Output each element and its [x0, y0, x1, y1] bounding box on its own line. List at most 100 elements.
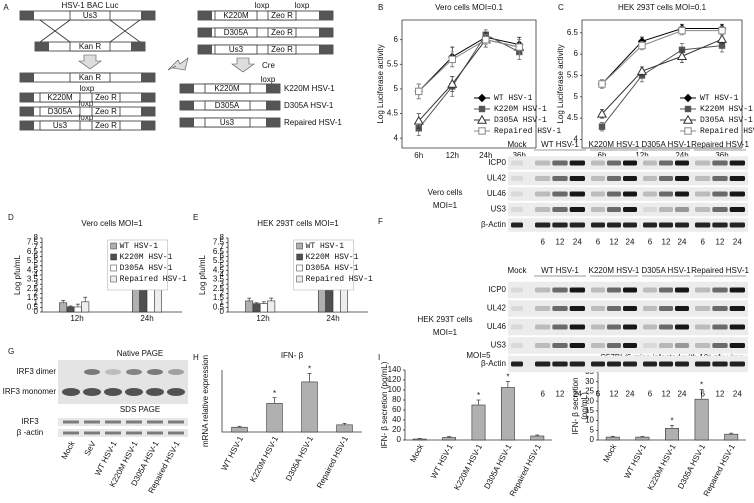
- gene-box: [204, 117, 251, 128]
- blot-band: [695, 176, 711, 181]
- blot-band: [695, 222, 711, 228]
- x-tick-label: 12h: [70, 314, 83, 323]
- y-tick-label: 7: [220, 242, 225, 251]
- y-tick-label: 140: [388, 365, 402, 374]
- x-tick-label: 6h: [414, 151, 423, 160]
- blot-band: [535, 287, 551, 293]
- legend-label: WT HSV-1: [494, 94, 533, 103]
- blot-band: [675, 324, 689, 330]
- lane-group-label: Repaired HSV-1: [691, 266, 749, 275]
- sds-strip: [58, 418, 188, 426]
- legend-label: K220M HSV-1: [306, 253, 359, 262]
- gene-label: K220M: [223, 11, 249, 20]
- x-tick-label: Repaired HSV-1: [315, 434, 350, 490]
- blot-band: [659, 324, 673, 330]
- series-line: [601, 28, 722, 85]
- y-tick-label: 0.5: [213, 302, 225, 311]
- x-tick-label: K220M HSV-1: [248, 434, 280, 483]
- y-axis-label: (pg/mL): [580, 392, 589, 420]
- y-tick-label: 5.5: [213, 256, 225, 265]
- blot-band: [607, 222, 621, 228]
- blot-row-label: US3: [490, 341, 506, 350]
- bar: [81, 301, 90, 313]
- blot-band: [569, 222, 585, 228]
- gene-box: [267, 10, 297, 21]
- legend-box: [293, 239, 354, 291]
- panel-label: G: [8, 347, 14, 356]
- x-tick-label: K220M HSV-1: [452, 442, 484, 491]
- genome-end: [35, 42, 49, 51]
- data-point: [682, 114, 694, 124]
- blot-band: [712, 160, 728, 166]
- y-tick-label: 6: [220, 252, 225, 261]
- data-point: [478, 127, 486, 135]
- x-tick-label: Repaired HSV-1: [508, 442, 543, 498]
- blot-band: [643, 324, 657, 330]
- blot-band: [643, 191, 657, 197]
- legend-swatch: [296, 242, 303, 250]
- gel-band: [84, 431, 100, 435]
- blot-band: [535, 191, 551, 197]
- gene-box: [69, 72, 111, 83]
- data-point: [678, 26, 686, 35]
- blot-band: [729, 222, 745, 228]
- blot-band: [729, 306, 745, 311]
- lane-group-label: D305A HSV-1: [641, 140, 691, 149]
- panel-label: E: [193, 213, 198, 222]
- blot-row-label: UL42: [487, 304, 507, 313]
- bar: [266, 403, 283, 433]
- y-tick-label: 80: [392, 395, 401, 404]
- panel-label: B: [378, 3, 383, 12]
- data-point: [478, 105, 486, 113]
- blot-row-label: ICP0: [488, 285, 506, 294]
- blot-band: [607, 191, 621, 197]
- hour-label: 12: [556, 238, 565, 247]
- y-tick-label: 5: [394, 84, 399, 93]
- gel-band: [147, 420, 163, 424]
- genome-end: [141, 107, 155, 116]
- panel-label: F: [378, 217, 383, 226]
- y-tick-label: 1: [220, 298, 225, 307]
- gel-band: [147, 369, 163, 375]
- x-tick-label: 36h: [715, 151, 728, 160]
- blot-band: [623, 191, 637, 197]
- y-tick-label: 7.5: [213, 238, 225, 247]
- gel-band: [84, 420, 100, 424]
- blot-band: [511, 222, 523, 228]
- blot-band: [729, 324, 745, 330]
- blot-band: [729, 343, 745, 348]
- gene-box: [91, 92, 121, 103]
- legend-label: WT HSV-1: [120, 242, 159, 251]
- blot-band: [607, 361, 621, 367]
- blot-band: [643, 160, 657, 166]
- blot-band: [535, 361, 551, 367]
- legend-swatch: [296, 253, 303, 261]
- blot-band: [623, 207, 637, 212]
- data-point: [684, 127, 692, 135]
- lane-label: Mock: [60, 439, 77, 461]
- y-tick-label: 40: [392, 415, 401, 424]
- genome-end: [20, 73, 34, 82]
- blot-band: [675, 343, 689, 348]
- blot-band: [535, 306, 551, 311]
- data-point: [415, 87, 423, 96]
- blot-band: [623, 222, 637, 228]
- significance-mark: *: [308, 364, 311, 373]
- y-axis-label: Log pfu/mL: [198, 254, 207, 295]
- blot-band: [695, 343, 711, 348]
- hour-label: 24: [626, 238, 635, 247]
- blot-band: [643, 287, 657, 293]
- blot-band: [511, 287, 523, 293]
- legend-swatch: [110, 264, 117, 272]
- data-point: [448, 55, 456, 64]
- hour-label: 24: [733, 390, 742, 399]
- blot-band: [695, 287, 711, 293]
- y-tick-label: 4.5: [387, 109, 399, 118]
- genome-end: [198, 11, 212, 20]
- x-tick-label: 12h: [446, 151, 459, 160]
- band-label: IRF3 monomer: [3, 387, 57, 396]
- x-tick-label: K220M HSV-1: [646, 442, 678, 491]
- y-tick-label: 10: [585, 416, 594, 425]
- y-tick-label: 30: [585, 377, 594, 386]
- gene-box: [214, 44, 258, 55]
